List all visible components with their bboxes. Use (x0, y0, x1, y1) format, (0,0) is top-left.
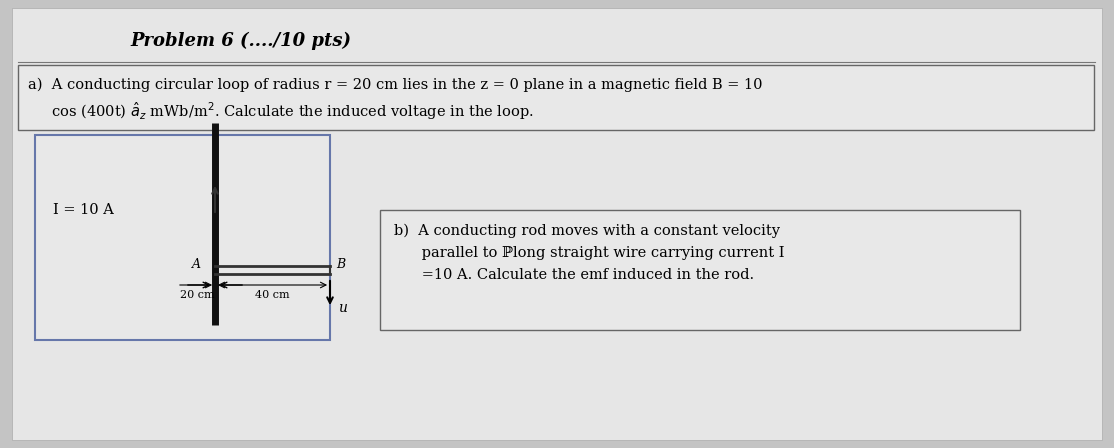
Bar (35, 135, 330, 340)
Bar (18, 65, 1094, 130)
Bar (380, 210, 1020, 330)
Text: B: B (336, 258, 345, 271)
Text: u: u (338, 301, 346, 315)
Text: parallel to ℙlong straight wire carrying current I: parallel to ℙlong straight wire carrying… (394, 246, 784, 260)
Text: cos (400t) $\hat{a}_z$ mWb/m$^2$. Calculate the induced voltage in the loop.: cos (400t) $\hat{a}_z$ mWb/m$^2$. Calcul… (28, 100, 534, 122)
Text: 20 cm: 20 cm (179, 290, 214, 300)
Text: =10 A. Calculate the emf induced in the rod.: =10 A. Calculate the emf induced in the … (394, 268, 754, 282)
Text: b)  A conducting rod moves with a constant velocity: b) A conducting rod moves with a constan… (394, 224, 780, 238)
Text: I = 10 A: I = 10 A (53, 203, 114, 217)
Text: Problem 6 (..../10 pts): Problem 6 (..../10 pts) (130, 32, 351, 50)
Text: A: A (192, 258, 201, 271)
Text: 40 cm: 40 cm (255, 290, 290, 300)
Text: a)  A conducting circular loop of radius r = 20 cm lies in the z = 0 plane in a : a) A conducting circular loop of radius … (28, 78, 762, 92)
